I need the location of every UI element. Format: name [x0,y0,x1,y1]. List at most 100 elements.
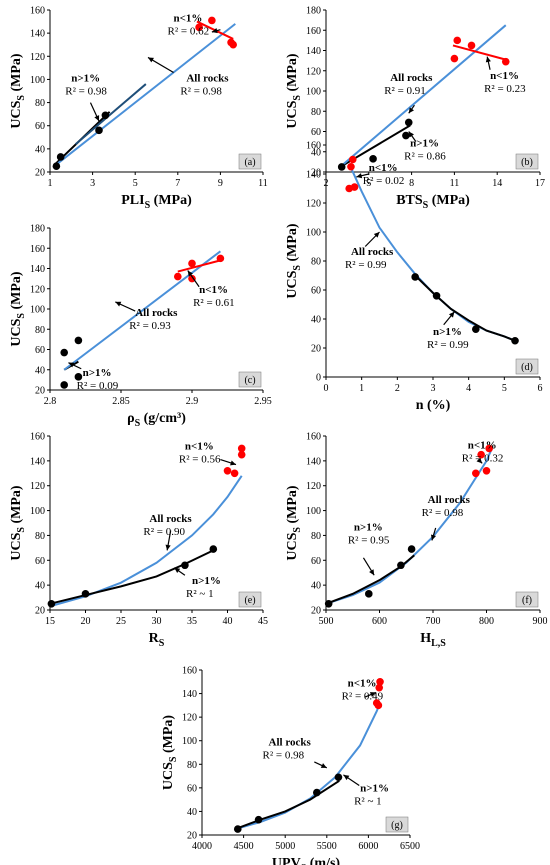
annotation-label: All rocks [390,72,433,84]
trendline [74,83,147,145]
y-tick-label: 60 [35,345,45,356]
y-axis-title: UCSS (MPa) [285,485,303,561]
data-point [181,561,189,570]
annotation-r2: R² ~ 1 [354,795,382,807]
x-axis-title-main: ρ [127,411,135,426]
data-point [230,469,239,478]
annotation-label: All rocks [186,73,229,85]
y-tick-label: 180 [306,6,321,17]
data-point [216,254,225,263]
annotation: n>1%R² = 0.95 [348,521,390,576]
data-point [74,336,83,345]
x-tick-label: 20 [81,616,91,627]
y-axis-title: UCSS (MPa) [161,715,179,791]
annotation: n<1%R² = 0.61 [187,270,235,309]
data-point [450,54,459,63]
x-tick-label: 5000 [275,841,295,852]
x-tick-label: 11 [258,178,268,189]
data-point [237,444,246,453]
annotation-r2: R² = 0.93 [129,320,171,332]
annotation-label: All rocks [135,307,178,319]
panel-label-box [385,816,409,833]
data-point [407,545,416,553]
y-tick-label: 120 [306,199,321,210]
x-axis-title-unit: (MPa) [150,193,192,208]
x-axis-title-main: PLI [121,193,144,208]
y-tick-label: 140 [30,29,45,40]
y-axis-title-main: UCS [285,270,300,298]
data-point [472,469,480,478]
y-tick-label: 20 [311,344,321,355]
arrow-head [408,107,414,114]
y-tick-label: 120 [30,284,45,295]
x-tick-label: 0 [324,383,329,394]
y-tick-label: 40 [311,315,321,326]
data-point [208,16,216,25]
data-point [467,41,476,50]
panel-label: (d) [521,362,533,373]
y-axis-title-subscript: S [292,527,303,533]
trendline [177,259,221,273]
x-tick-label: 17 [535,178,545,189]
y-tick-label: 80 [35,325,45,336]
x-tick-label: 14 [492,178,502,189]
x-tick-label: 1 [359,383,364,394]
panel-label: (g) [391,820,403,831]
trendline [49,549,214,605]
y-tick-label: 40 [35,365,45,376]
annotation: n<1%R² = 0.23 [484,56,526,95]
data-point [254,815,263,824]
panel-label-box [238,591,262,608]
data-point [324,599,333,608]
x-tick-label: 2.95 [254,396,272,407]
y-tick-label: 20 [35,606,45,617]
data-point [229,40,237,49]
y-tick-label: 100 [182,736,197,747]
x-tick-label: 9 [218,178,223,189]
y-axis-title-unit: (MPa) [9,485,24,527]
y-tick-label: 60 [311,556,321,567]
annotation: n>1%R² ~ 1 [343,774,389,807]
data-point [472,325,480,333]
arrow-head [68,362,75,368]
panel-label-box [238,371,262,388]
y-tick-label: 80 [187,760,197,771]
x-axis-title-subscript: L,S [431,638,446,649]
y-axis-title-unit: (MPa) [9,271,24,313]
x-axis-title-subscript: S [159,638,165,649]
annotation: n<1%R² = 0.02 [356,162,404,187]
y-tick-label: 160 [30,6,45,17]
x-tick-label: 3 [431,383,436,394]
y-axis-title-unit: (MPa) [285,223,300,265]
y-tick-label: 120 [306,66,321,77]
x-axis-title-main: BTS [396,193,423,208]
data-point [52,162,61,171]
x-tick-label: 600 [372,616,387,627]
y-tick-label: 160 [306,26,321,37]
x-axis-title-subscript: S [135,418,141,429]
x-axis-title-unit: (m/s) [306,856,340,865]
y-tick-label: 160 [306,432,321,443]
y-tick-label: 140 [182,689,197,700]
annotation: n<1%R² = 0.56 [179,441,237,466]
x-tick-label: 35 [187,616,197,627]
data-point [223,467,232,475]
arrow-head [165,544,171,551]
y-tick-label: 60 [35,556,45,567]
panel-label: (c) [244,375,255,386]
x-axis-title-unit: (g/cm³) [140,411,186,426]
data-point [101,111,110,120]
x-tick-label: 5 [366,178,371,189]
data-point [482,467,491,475]
y-tick-label: 100 [306,228,321,239]
x-tick-label: 40 [223,616,233,627]
y-tick-label: 160 [306,141,321,152]
annotation-r2: R² = 0.23 [484,83,526,95]
y-axis-title-unit: (MPa) [285,485,300,527]
panel-label-box [515,358,539,375]
annotation: n>1%R² = 0.99 [427,311,469,351]
arrow-head [115,301,122,307]
